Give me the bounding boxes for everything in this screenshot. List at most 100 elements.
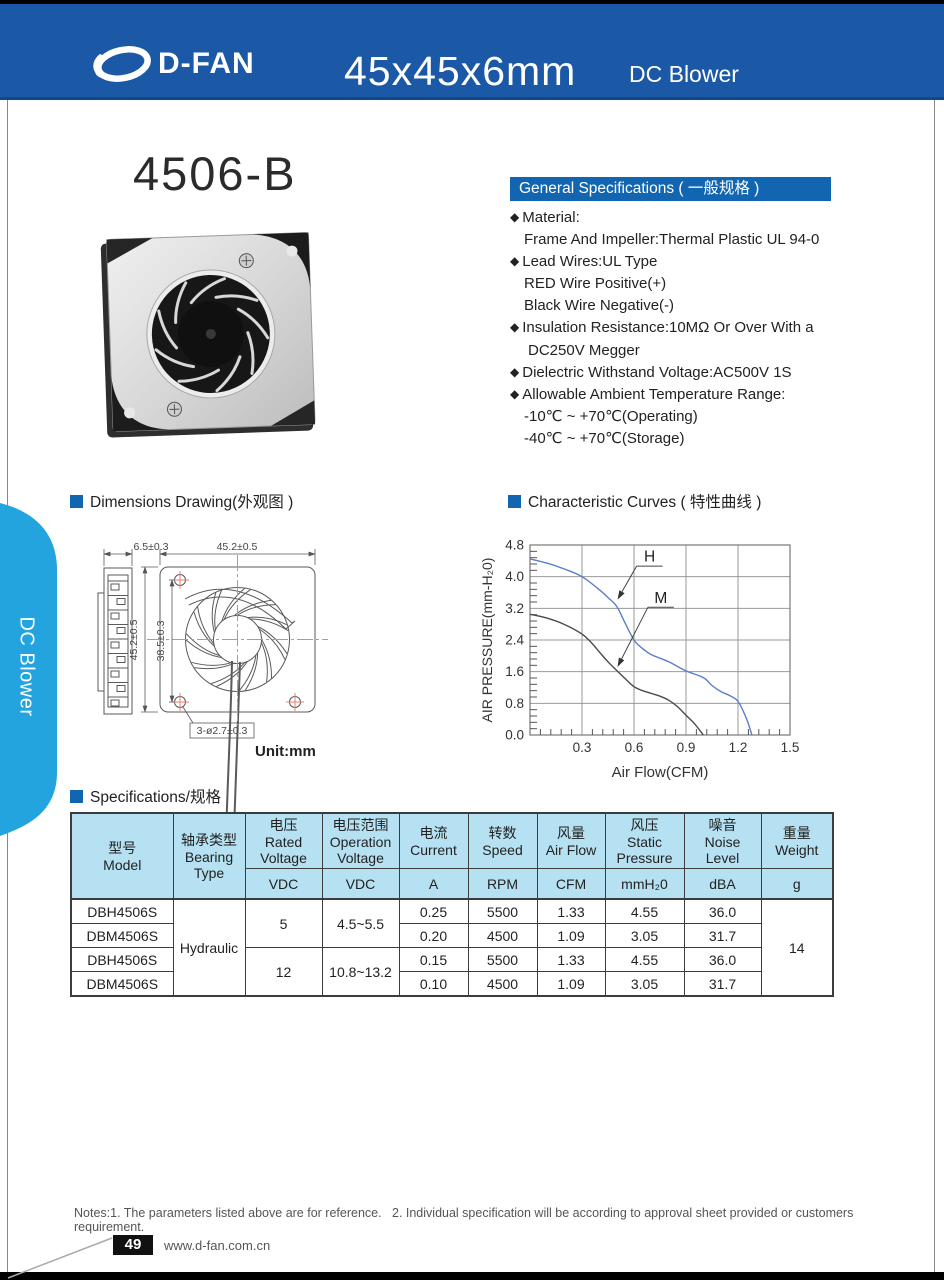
noise-cell: 36.0 [683,898,762,924]
y-tick-label: 2.4 [505,633,524,648]
y-tick-label: 1.6 [505,664,524,679]
airflow-cell: 1.09 [536,923,606,948]
spec-item: Black Wire Negative(-) [524,297,675,315]
y-axis-title: AIR PRESSURE(mm-H₂0) [479,558,495,723]
airflow-cell: 1.09 [536,971,606,997]
spec-item: ◆ Dielectric Withstand Voltage:AC500V 1S [510,363,792,381]
curve-label-H: H [644,549,655,566]
col-header-speed: 转数 Speed [467,812,538,869]
col-header-airflow: 风量 Air Flow [536,812,606,869]
diamond-bullet-icon: ◆ [510,386,520,401]
col-header-model: 型号 Model [70,812,174,900]
section-square-icon [508,494,521,508]
model-cell: DBM4506S [70,971,174,997]
static-pressure-cell: 3.05 [604,971,685,997]
airflow-cell: 1.33 [536,898,606,924]
speed-cell: 4500 [467,971,538,997]
unit-cell: CFM [536,868,606,900]
unit-cell: mmH₂0 [604,868,685,900]
spec-table: 型号 Model 轴承类型 Bearing Type 电压 Rated Voltage… [70,812,834,997]
x-tick-label: 0.3 [573,740,592,755]
rated-voltage-cell: 12 [244,947,323,997]
model-cell: DBM4506S [70,923,174,948]
table-row: DBM4506S 0.10 4500 1.09 3.05 31.7 [70,971,833,997]
page-number: 49 [113,1235,153,1255]
x-tick-label: 0.9 [677,740,696,755]
model-cell: DBH4506S [70,898,174,924]
speed-cell: 4500 [467,923,538,948]
static-pressure-cell: 3.05 [604,923,685,948]
y-tick-label: 4.8 [505,538,524,553]
spec-item: ◆ Material: [510,209,580,226]
photo-corner-bottomright [271,400,316,426]
dfan-logo: D-FAN [90,40,255,88]
x-tick-label: 1.5 [781,740,800,755]
dimensions-drawing: 6.5±0.3 45.2±0.5 45.2±0.5 38.5±0.3 3-ø2.… [85,535,355,880]
y-tick-label: 3.2 [505,601,524,616]
unit-label: Unit:mm [255,743,316,760]
dim-hole-pitch-label: 38.5±0.3 [155,620,167,661]
product-photo [92,216,328,460]
brand-name: D-FAN [158,47,255,80]
diamond-bullet-icon: ◆ [510,320,520,335]
dim-height-label: 45.2±0.5 [128,619,140,660]
diamond-bullet-icon: ◆ [510,364,520,379]
dimensions-section-title: Dimensions Drawing(外观图 ) [70,490,293,512]
general-specs-title-bar: General Specifications ( 一般规格 ) [510,177,831,201]
unit-cell: VDC [244,868,323,900]
unit-cell: A [398,868,469,900]
website-text: www.d-fan.com.cn [164,1238,271,1253]
y-tick-label: 0.8 [505,696,524,711]
current-cell: 0.15 [398,947,469,972]
col-header-operation-voltage: 电压范围 Operation Voltage [321,812,400,869]
diamond-bullet-icon: ◆ [510,254,520,269]
unit-cell: RPM [467,868,538,900]
col-header-static-pressure: 风压 Static Pressure [604,812,685,869]
table-row: DBH4506S 12 10.8~13.2 0.15 5500 1.33 4.5… [70,947,833,997]
top-black-strip [0,0,944,4]
side-tab-label: DC Blower [15,616,38,717]
product-type-title: DC Blower [629,61,739,87]
spec-item: -40℃ ~ +70℃(Storage) [524,429,685,447]
page-header-banner [0,4,944,100]
footer-notes: Notes:1. The parameters listed above are… [74,1206,857,1234]
spec-item: Frame And Impeller:Thermal Plastic UL 94… [524,231,820,249]
speed-cell: 5500 [467,898,538,924]
side-tab [0,500,60,840]
curve-H [529,558,753,736]
photo-screw [166,401,182,417]
operation-voltage-cell: 4.5~5.5 [321,898,400,948]
x-tick-label: 1.2 [729,740,748,755]
speed-cell: 5500 [467,947,538,972]
operation-voltage-cell: 10.8~13.2 [321,947,400,997]
spec-item: ◆ Lead Wires:UL Type [510,253,658,271]
rated-voltage-cell: 5 [244,898,323,948]
x-tick-label: 0.6 [625,740,644,755]
y-tick-label: 0.0 [505,728,524,743]
unit-cell: dBA [683,868,762,900]
bottom-black-bar [0,1272,944,1280]
col-header-weight: 重量 Weight [760,812,834,869]
curve-label-M: M [654,590,667,607]
col-header-noise: 噪音 Noise Level [683,812,762,869]
col-header-current: 电流 Current [398,812,469,869]
model-cell: DBH4506S [70,947,174,972]
airflow-cell: 1.33 [536,947,606,972]
spec-item: DC250V Megger [528,341,640,359]
curves-section-title: Characteristic Curves ( 特性曲线 ) [508,490,761,512]
spec-item: RED Wire Positive(+) [524,275,667,293]
unit-cell: g [760,868,834,900]
col-header-bearing: 轴承类型 Bearing Type [172,812,246,900]
section-square-icon [70,494,83,508]
spec-item: ◆ Allowable Ambient Temperature Range: [510,385,786,403]
noise-cell: 31.7 [683,971,762,997]
curve-M [529,613,704,736]
dim-width-label: 45.2±0.5 [217,541,258,553]
photo-corner-cap-bottomleft [111,375,170,432]
diamond-bullet-icon: ◆ [510,210,520,224]
spec-item: -10℃ ~ +70℃(Operating) [524,407,698,425]
weight-cell: 14 [760,898,834,997]
product-size-title: 45x45x6mm [344,48,577,94]
section-square-icon [70,789,83,803]
x-axis-title: Air Flow(CFM) [612,764,709,781]
